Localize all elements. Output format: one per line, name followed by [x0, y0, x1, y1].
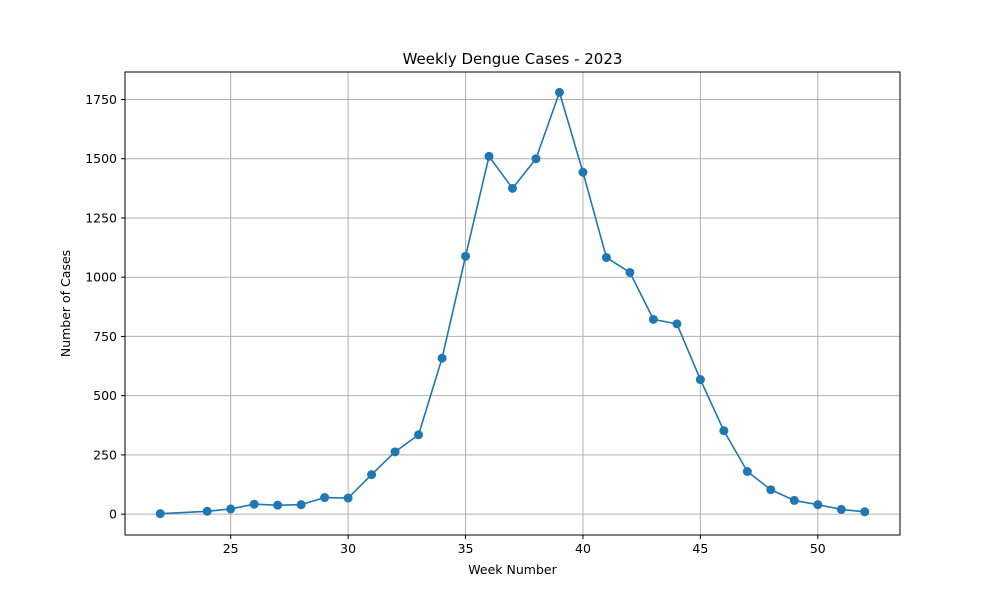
data-point — [836, 504, 846, 514]
y-tick-label: 0 — [109, 507, 117, 522]
data-point — [578, 167, 588, 177]
data-point — [249, 499, 259, 509]
x-tick-label: 25 — [223, 541, 239, 556]
x-tick-label: 35 — [458, 541, 474, 556]
data-point — [742, 466, 752, 476]
data-point — [789, 495, 799, 505]
y-tick-label: 1500 — [85, 151, 117, 166]
y-tick-label: 1250 — [85, 210, 117, 225]
data-point — [155, 509, 165, 519]
y-tick-label: 250 — [93, 447, 117, 462]
data-point — [320, 493, 330, 503]
data-point — [508, 183, 517, 193]
chart-title: Weekly Dengue Cases - 2023 — [403, 50, 623, 68]
data-point — [202, 506, 212, 516]
data-point — [648, 314, 658, 324]
y-tick-label: 1000 — [85, 270, 117, 285]
x-axis-label: Week Number — [468, 562, 557, 577]
y-tick-label: 1750 — [85, 92, 117, 107]
data-point — [719, 426, 729, 436]
x-tick-label: 45 — [692, 541, 708, 556]
data-point — [226, 504, 236, 514]
data-point — [672, 319, 682, 329]
data-point — [343, 493, 353, 503]
x-tick-label: 50 — [810, 541, 826, 556]
x-tick-label: 30 — [340, 541, 356, 556]
data-point — [390, 447, 400, 457]
data-point — [531, 154, 541, 164]
data-point — [273, 500, 283, 510]
data-point — [461, 251, 471, 261]
y-axis: 0 250 500 750 1000 1250 1500 1750 — [85, 92, 125, 522]
data-point — [437, 353, 447, 363]
y-axis-label: Number of Cases — [58, 250, 73, 357]
grid-lines — [125, 72, 900, 535]
data-point — [484, 151, 494, 161]
plot-area-frame — [124, 71, 901, 536]
series-layer — [155, 87, 870, 519]
y-tick-label: 750 — [93, 329, 117, 344]
data-point — [414, 430, 424, 440]
data-point — [625, 267, 635, 277]
data-point — [367, 470, 377, 480]
data-point — [601, 253, 611, 263]
data-point — [766, 485, 776, 495]
data-point — [554, 87, 564, 97]
data-point — [813, 500, 823, 510]
data-point — [695, 375, 705, 385]
data-point — [860, 507, 870, 517]
data-point — [296, 500, 306, 510]
x-tick-label: 40 — [575, 541, 591, 556]
y-tick-label: 500 — [93, 388, 117, 403]
x-axis: 25 30 35 40 45 50 — [223, 535, 826, 556]
